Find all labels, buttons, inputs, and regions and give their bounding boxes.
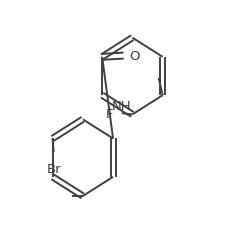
Text: O: O <box>129 50 140 63</box>
Text: F: F <box>106 107 113 120</box>
Text: Br: Br <box>46 162 61 175</box>
Text: NH: NH <box>112 100 131 112</box>
